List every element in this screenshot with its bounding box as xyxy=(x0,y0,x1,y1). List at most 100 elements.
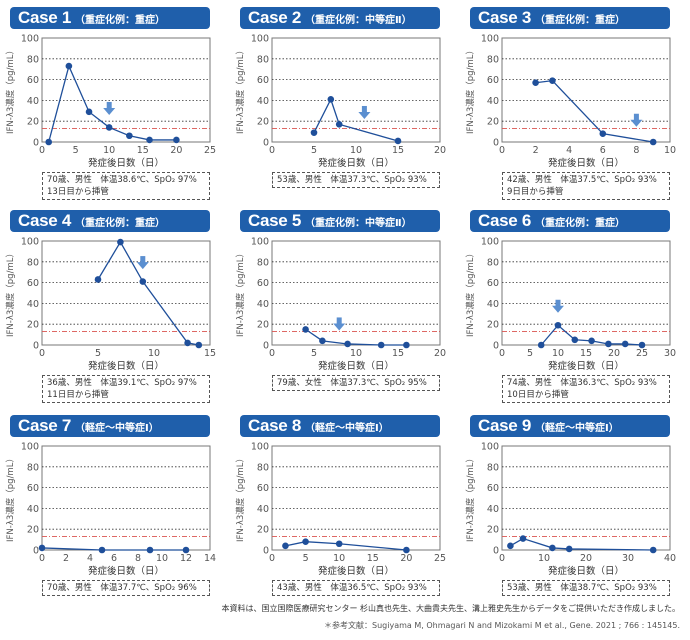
intubation-arrow-icon xyxy=(358,105,371,119)
y-tick-label: 0 xyxy=(33,341,39,352)
data-point xyxy=(649,138,657,146)
y-tick-label: 40 xyxy=(487,96,499,107)
y-axis-label: IFN-λ3濃度（pg/mL） xyxy=(235,46,246,134)
y-tick-label: 20 xyxy=(27,525,39,536)
patient-profile: 36歳、男性 体温39.1℃、SpO₂ 97% xyxy=(47,378,197,388)
x-tick-label: 15 xyxy=(392,145,404,156)
x-tick-label: 0 xyxy=(499,553,505,564)
data-point xyxy=(638,341,646,349)
data-point xyxy=(344,340,351,348)
series-line xyxy=(285,541,407,551)
intubation-arrow-icon xyxy=(333,317,346,331)
data-point xyxy=(565,545,573,553)
y-tick-label: 100 xyxy=(251,237,269,248)
case-panel-5: Case 5 （重症化例：中等症Ⅱ） 0 20 40 60 80 100 0 5 10 15 20 発症後… xyxy=(230,203,450,403)
case-severity: （重症化例：中等症Ⅱ） xyxy=(305,217,412,229)
data-point xyxy=(38,544,46,552)
data-point xyxy=(649,546,657,554)
data-point xyxy=(554,321,562,329)
y-tick-label: 80 xyxy=(257,257,269,268)
intubation-arrow-icon xyxy=(552,299,564,313)
patient-info-box: 53歳、男性 体温37.3℃、SpO₂ 93% xyxy=(272,172,440,188)
case-header: Case 5 （重症化例：中等症Ⅱ） xyxy=(240,210,440,232)
intubation-note: 11日目から挿管 xyxy=(47,390,109,400)
y-tick-label: 0 xyxy=(263,341,269,352)
case-severity: （軽症〜中等症Ⅰ） xyxy=(75,422,159,434)
intubation-note: 10日目から挿管 xyxy=(507,390,569,400)
x-tick-label: 0 xyxy=(39,348,45,359)
x-tick-label: 25 xyxy=(434,553,446,564)
case-title: Case 4 xyxy=(18,211,72,230)
case-title: Case 1 xyxy=(18,8,72,27)
y-tick-label: 0 xyxy=(493,546,499,557)
x-axis-label: 発症後日数（日） xyxy=(88,360,164,372)
data-point xyxy=(599,130,607,137)
y-axis-label: IFN-λ3濃度（pg/mL） xyxy=(235,454,246,542)
x-tick-label: 2 xyxy=(533,145,539,156)
patient-profile: 53歳、男性 体温37.3℃、SpO₂ 93% xyxy=(277,175,427,185)
plot-area xyxy=(501,37,671,143)
y-tick-label: 40 xyxy=(257,96,269,107)
case-header: Case 4 （重症化例：重症） xyxy=(10,210,210,232)
series-line xyxy=(313,97,399,142)
line-chart: 0 20 40 60 80 100 0 5 10 15 20 25 発症後日数（日） IFN-λ3濃度（p… xyxy=(235,442,446,578)
x-tick-label: 8 xyxy=(135,553,141,564)
footer-reference: ＊参考文献：Sugiyama M, Ohmagari N and Mizokam… xyxy=(324,621,680,630)
intubation-note: 13日目から挿管 xyxy=(47,187,109,197)
x-tick-label: 4 xyxy=(87,553,93,564)
case-panel-8: Case 8 （軽症〜中等症Ⅰ） 0 20 40 60 80 100 0 5 10 15 20 25 発症後… xyxy=(230,408,450,608)
y-tick-label: 100 xyxy=(251,34,269,45)
x-tick-label: 5 xyxy=(73,145,79,156)
x-tick-label: 0 xyxy=(269,553,275,564)
y-tick-label: 80 xyxy=(487,462,499,473)
y-tick-label: 40 xyxy=(27,96,39,107)
patient-info-box: 42歳、男性 体温37.5℃、SpO₂ 93% 9日目から挿管 xyxy=(502,172,670,200)
x-tick-label: 14 xyxy=(204,553,216,564)
case-title: Case 9 xyxy=(478,416,532,435)
data-point xyxy=(139,278,147,285)
data-point xyxy=(403,341,410,349)
x-tick-label: 10 xyxy=(350,348,362,359)
plot-area xyxy=(271,445,441,551)
y-axis-label: IFN-λ3濃度（pg/mL） xyxy=(5,249,16,337)
y-tick-label: 100 xyxy=(21,442,39,453)
x-tick-label: 20 xyxy=(434,145,446,156)
y-tick-label: 40 xyxy=(27,299,39,310)
data-point xyxy=(621,340,629,348)
line-chart: 0 20 40 60 80 100 0 5 10 15 発症後日数（日） IFN-λ3濃度（pg/mL… xyxy=(5,237,216,373)
plot-area xyxy=(271,37,441,143)
case-severity: （重症化例：重症） xyxy=(75,14,166,26)
x-tick-label: 5 xyxy=(95,348,101,359)
x-tick-label: 10 xyxy=(333,553,345,564)
x-tick-label: 2 xyxy=(63,553,69,564)
x-tick-label: 10 xyxy=(148,348,160,359)
x-axis-label: 発症後日数（日） xyxy=(548,565,624,577)
y-tick-label: 60 xyxy=(27,483,39,494)
x-tick-label: 15 xyxy=(580,348,592,359)
case-severity: （重症化例：重症） xyxy=(535,14,626,26)
x-tick-label: 20 xyxy=(434,348,446,359)
x-tick-label: 20 xyxy=(400,553,412,564)
data-point xyxy=(182,546,190,554)
x-tick-label: 10 xyxy=(552,348,564,359)
x-axis-label: 発症後日数（日） xyxy=(318,565,394,577)
y-tick-label: 80 xyxy=(487,54,499,65)
intubation-arrow-icon xyxy=(136,256,149,270)
y-tick-label: 80 xyxy=(257,54,269,65)
data-point xyxy=(394,137,402,145)
y-tick-label: 100 xyxy=(21,34,39,45)
y-tick-label: 40 xyxy=(27,504,39,515)
intubation-arrow-icon xyxy=(103,101,116,115)
case-severity: （軽症〜中等症Ⅰ） xyxy=(305,422,389,434)
line-chart: 0 20 40 60 80 100 0 10 20 30 40 発症後日数（日） IFN-λ3濃度（pg… xyxy=(465,442,676,578)
y-tick-label: 100 xyxy=(481,34,499,45)
y-axis-label: IFN-λ3濃度（pg/mL） xyxy=(5,454,16,542)
x-tick-label: 25 xyxy=(204,145,216,156)
data-point xyxy=(173,136,180,144)
case-panel-1: Case 1 （重症化例：重症） 0 20 40 60 80 100 0 5 10 15 20 25 発症後… xyxy=(0,0,220,200)
x-tick-label: 4 xyxy=(566,145,572,156)
y-tick-label: 0 xyxy=(33,546,39,557)
y-tick-label: 60 xyxy=(487,75,499,86)
data-point xyxy=(146,546,154,554)
y-tick-label: 20 xyxy=(257,117,269,128)
